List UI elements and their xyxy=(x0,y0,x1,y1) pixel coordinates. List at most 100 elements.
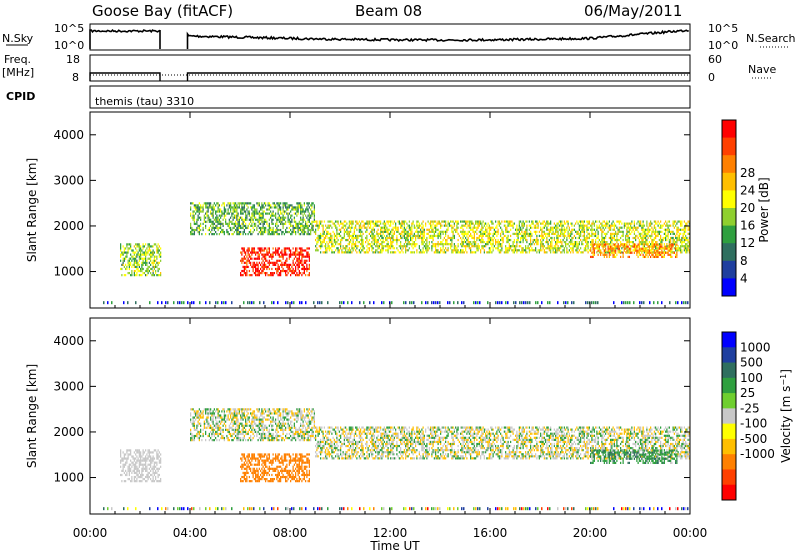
power-cell xyxy=(518,224,520,227)
velocity-cell xyxy=(213,434,215,438)
power-cell xyxy=(475,240,477,244)
power-cell xyxy=(277,269,279,273)
velocity-cell xyxy=(197,414,199,417)
power-cell xyxy=(340,230,342,233)
power-cell xyxy=(498,240,500,244)
power-cell xyxy=(320,247,322,250)
power-cell xyxy=(531,234,533,238)
velocity-cell xyxy=(207,416,209,419)
power-cell xyxy=(262,249,264,252)
power-cell xyxy=(258,255,260,258)
power-cell xyxy=(456,249,458,252)
power-cell xyxy=(637,249,639,252)
power-cell xyxy=(345,226,347,229)
power-cell xyxy=(642,255,644,259)
power-cell xyxy=(675,240,677,244)
velocity-cell xyxy=(206,420,208,423)
power-cell xyxy=(627,230,629,233)
power-cell xyxy=(432,234,434,238)
power-cell xyxy=(608,220,610,223)
velocity-cell xyxy=(223,410,225,413)
power-cell xyxy=(307,247,309,250)
power-cell xyxy=(311,204,313,207)
power-cell xyxy=(495,243,497,246)
power-cell xyxy=(196,204,198,207)
power-cell xyxy=(680,224,682,227)
power-cell xyxy=(277,249,279,252)
power-cell xyxy=(401,230,403,233)
power-cell xyxy=(680,249,682,252)
power-cell xyxy=(363,251,365,254)
power-cell xyxy=(586,238,588,242)
power-cell xyxy=(462,230,464,233)
power-cell xyxy=(183,301,185,305)
power-cell xyxy=(428,234,430,238)
power-cell xyxy=(360,222,362,225)
power-cell xyxy=(253,214,255,217)
power-cell xyxy=(608,236,610,240)
power-cell xyxy=(586,240,588,244)
power-cell xyxy=(480,240,482,244)
velocity-cell xyxy=(235,420,237,423)
power-cell xyxy=(500,243,502,246)
power-cell xyxy=(500,232,502,235)
power-cell xyxy=(455,249,457,252)
power-cell xyxy=(603,220,605,223)
power-cell xyxy=(302,226,304,230)
power-cell xyxy=(633,226,635,229)
power-cell xyxy=(281,269,283,273)
power-cell xyxy=(661,253,663,256)
power-cell xyxy=(205,216,207,219)
power-cell xyxy=(208,218,210,221)
power-cell xyxy=(266,267,268,271)
power-cell xyxy=(422,236,424,240)
power-cell xyxy=(286,230,288,234)
power-cell xyxy=(523,232,525,235)
power-cell xyxy=(672,236,674,240)
power-cell xyxy=(616,247,618,250)
power-cell xyxy=(413,245,415,248)
power-cell xyxy=(622,245,624,248)
power-cell xyxy=(300,212,302,215)
power-cell xyxy=(131,265,133,269)
power-cell xyxy=(591,232,593,235)
power-cell xyxy=(383,234,385,238)
power-cell xyxy=(292,271,294,275)
power-cell xyxy=(437,240,439,244)
power-cell xyxy=(636,245,638,248)
power-cell xyxy=(411,222,413,225)
power-cell xyxy=(252,261,254,264)
power-cell xyxy=(683,238,685,242)
power-cell xyxy=(238,226,240,230)
power-cell xyxy=(300,259,302,262)
power-cell xyxy=(305,226,307,230)
power-cell xyxy=(316,220,318,223)
power-cell xyxy=(645,255,647,259)
power-cell xyxy=(628,236,630,240)
power-cell xyxy=(151,253,153,256)
power-cell xyxy=(538,220,540,223)
power-cell xyxy=(676,222,678,225)
power-cell xyxy=(282,218,284,221)
power-cell xyxy=(683,247,685,250)
power-cell xyxy=(120,249,122,252)
velocity-cell xyxy=(215,422,217,425)
power-cell xyxy=(497,240,499,244)
power-cell xyxy=(151,245,153,248)
power-cell xyxy=(542,230,544,233)
power-cell xyxy=(191,301,193,305)
power-cell xyxy=(620,251,622,254)
power-cell xyxy=(585,249,587,252)
power-cell xyxy=(515,249,517,252)
power-cell xyxy=(626,238,628,242)
power-cell xyxy=(388,232,390,235)
power-cell xyxy=(156,255,158,258)
power-cell xyxy=(423,228,425,231)
power-cell xyxy=(440,251,442,254)
power-cell xyxy=(261,202,263,205)
power-cell xyxy=(650,243,652,246)
power-cell xyxy=(483,245,485,248)
power-cell xyxy=(338,232,340,235)
power-cell xyxy=(595,301,597,305)
power-cell xyxy=(256,228,258,232)
